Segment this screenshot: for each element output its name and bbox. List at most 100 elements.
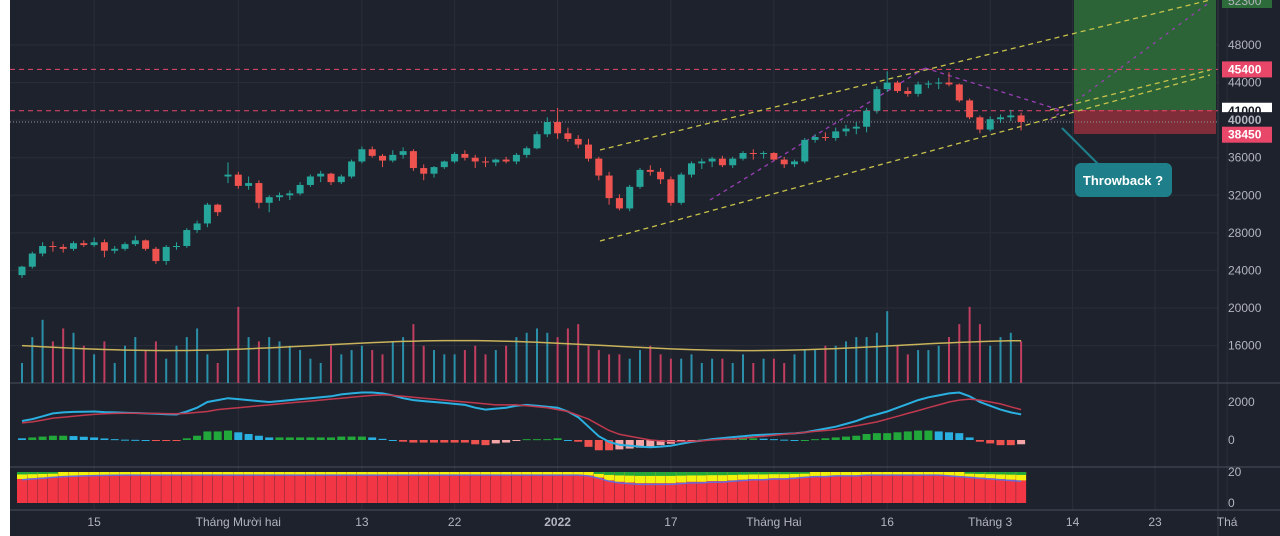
macd-histogram-bar xyxy=(605,440,614,451)
price-badge xyxy=(1222,61,1272,78)
candle-body xyxy=(842,128,850,132)
candle-body xyxy=(440,161,448,168)
wedge-line[interactable] xyxy=(709,67,926,201)
macd-histogram-bar xyxy=(986,440,995,444)
stack-bar-red xyxy=(954,472,965,503)
stack-bar-yellow xyxy=(99,472,110,476)
stack-bar-yellow xyxy=(768,472,779,479)
macd-histogram-bar xyxy=(769,439,778,441)
candle xyxy=(502,156,510,164)
candle-body xyxy=(1007,115,1015,118)
volume-bar xyxy=(742,354,744,383)
macd-histogram-bar xyxy=(368,437,377,440)
candle-body xyxy=(173,246,180,248)
stack-bar-red xyxy=(501,472,512,503)
volume-bar xyxy=(113,363,116,383)
candle-body xyxy=(100,242,108,251)
volume-bar xyxy=(525,332,528,383)
candle-body xyxy=(904,91,912,94)
candle-body xyxy=(863,110,871,127)
volume-bar xyxy=(93,354,96,383)
stack-bar-red xyxy=(748,472,759,503)
throwback-callout[interactable]: Throwback ? xyxy=(1061,127,1172,197)
wedge-projection-line[interactable] xyxy=(1049,1,1211,121)
target-zone[interactable] xyxy=(1074,0,1216,110)
macd-histogram-bar xyxy=(790,440,799,441)
stack-bar-yellow xyxy=(635,472,645,484)
volume-bar xyxy=(422,345,425,383)
candlesticks xyxy=(18,71,1025,278)
volume-bar xyxy=(1009,332,1012,383)
candle xyxy=(997,114,1004,123)
price-tick-label: 20000 xyxy=(1228,301,1262,315)
stack-bar-green xyxy=(696,472,707,476)
stack-bar-red xyxy=(665,472,676,503)
stack-bar-red xyxy=(686,472,697,503)
stack-bar-red xyxy=(264,472,275,503)
candle xyxy=(626,184,634,212)
candle xyxy=(749,149,757,160)
stack-bar-red xyxy=(150,472,161,503)
price-badge-label: 38450 xyxy=(1228,128,1262,142)
volume-bar xyxy=(484,354,487,383)
macd-histogram-bar xyxy=(38,436,47,440)
stack-bar-yellow xyxy=(367,472,378,475)
channel-lower-line[interactable] xyxy=(599,74,1211,242)
stack-bar-yellow xyxy=(78,472,89,476)
stack-bar-red xyxy=(99,472,110,503)
macd-histogram-bar xyxy=(543,439,552,441)
price-tick-label: 32000 xyxy=(1228,188,1262,202)
stack-bar-yellow xyxy=(284,472,295,475)
candle xyxy=(646,165,654,176)
volume-bar xyxy=(875,332,878,383)
candle-body xyxy=(183,230,191,247)
stack-bar-red xyxy=(964,472,975,503)
time-tick-label: 2022 xyxy=(544,515,571,529)
candle-body xyxy=(688,163,695,175)
candle-body xyxy=(646,169,654,172)
price-badge xyxy=(1222,112,1272,129)
stack-bar-yellow xyxy=(130,472,141,475)
stack-bar-yellow xyxy=(459,472,470,475)
candle-body xyxy=(791,161,798,165)
price-chart[interactable]: 4800044000400003600032000280002400020000… xyxy=(10,0,1280,536)
stack-bar-red xyxy=(130,472,141,503)
stack-bar-red xyxy=(892,472,903,503)
candle xyxy=(265,195,273,213)
candle-body xyxy=(966,100,974,118)
stack-bar-red xyxy=(676,472,687,503)
stack-bar-red xyxy=(192,472,203,503)
channel-middle-line[interactable] xyxy=(1049,69,1211,111)
stack-bar-red xyxy=(1016,472,1027,503)
stack-bar-green xyxy=(768,472,779,475)
candle xyxy=(234,171,242,189)
stack-bar-yellow xyxy=(521,472,532,475)
oscillator-tick-label: 2000 xyxy=(1228,395,1255,409)
candle-body xyxy=(574,138,582,145)
stack-bar-green xyxy=(676,472,687,476)
macd-histogram-bar xyxy=(296,437,305,440)
stack-bar-red xyxy=(913,472,924,503)
volume-bar xyxy=(906,354,909,383)
trend-channel[interactable] xyxy=(599,0,1211,242)
macd-histogram-bar xyxy=(79,436,88,440)
stack-bar-yellow xyxy=(120,472,130,475)
stack-bar-yellow xyxy=(892,472,903,475)
macd-histogram-bar xyxy=(450,440,459,443)
channel-upper-line[interactable] xyxy=(599,0,1211,151)
candle xyxy=(914,81,922,97)
macd-histogram-bar xyxy=(316,437,325,440)
candle-body xyxy=(337,176,345,183)
macd-histogram-bar xyxy=(471,440,480,445)
volume-bar xyxy=(412,324,415,383)
stack-bar-yellow xyxy=(501,472,512,475)
candle xyxy=(842,124,850,137)
candle xyxy=(18,265,26,278)
macd-histogram-bar xyxy=(646,440,655,447)
volume-bar xyxy=(690,354,693,383)
macd-histogram-bar xyxy=(759,438,768,440)
candle-body xyxy=(512,154,520,162)
stack-bar-red xyxy=(861,472,872,503)
time-tick-label: 17 xyxy=(664,515,678,529)
candle-body xyxy=(502,159,510,162)
